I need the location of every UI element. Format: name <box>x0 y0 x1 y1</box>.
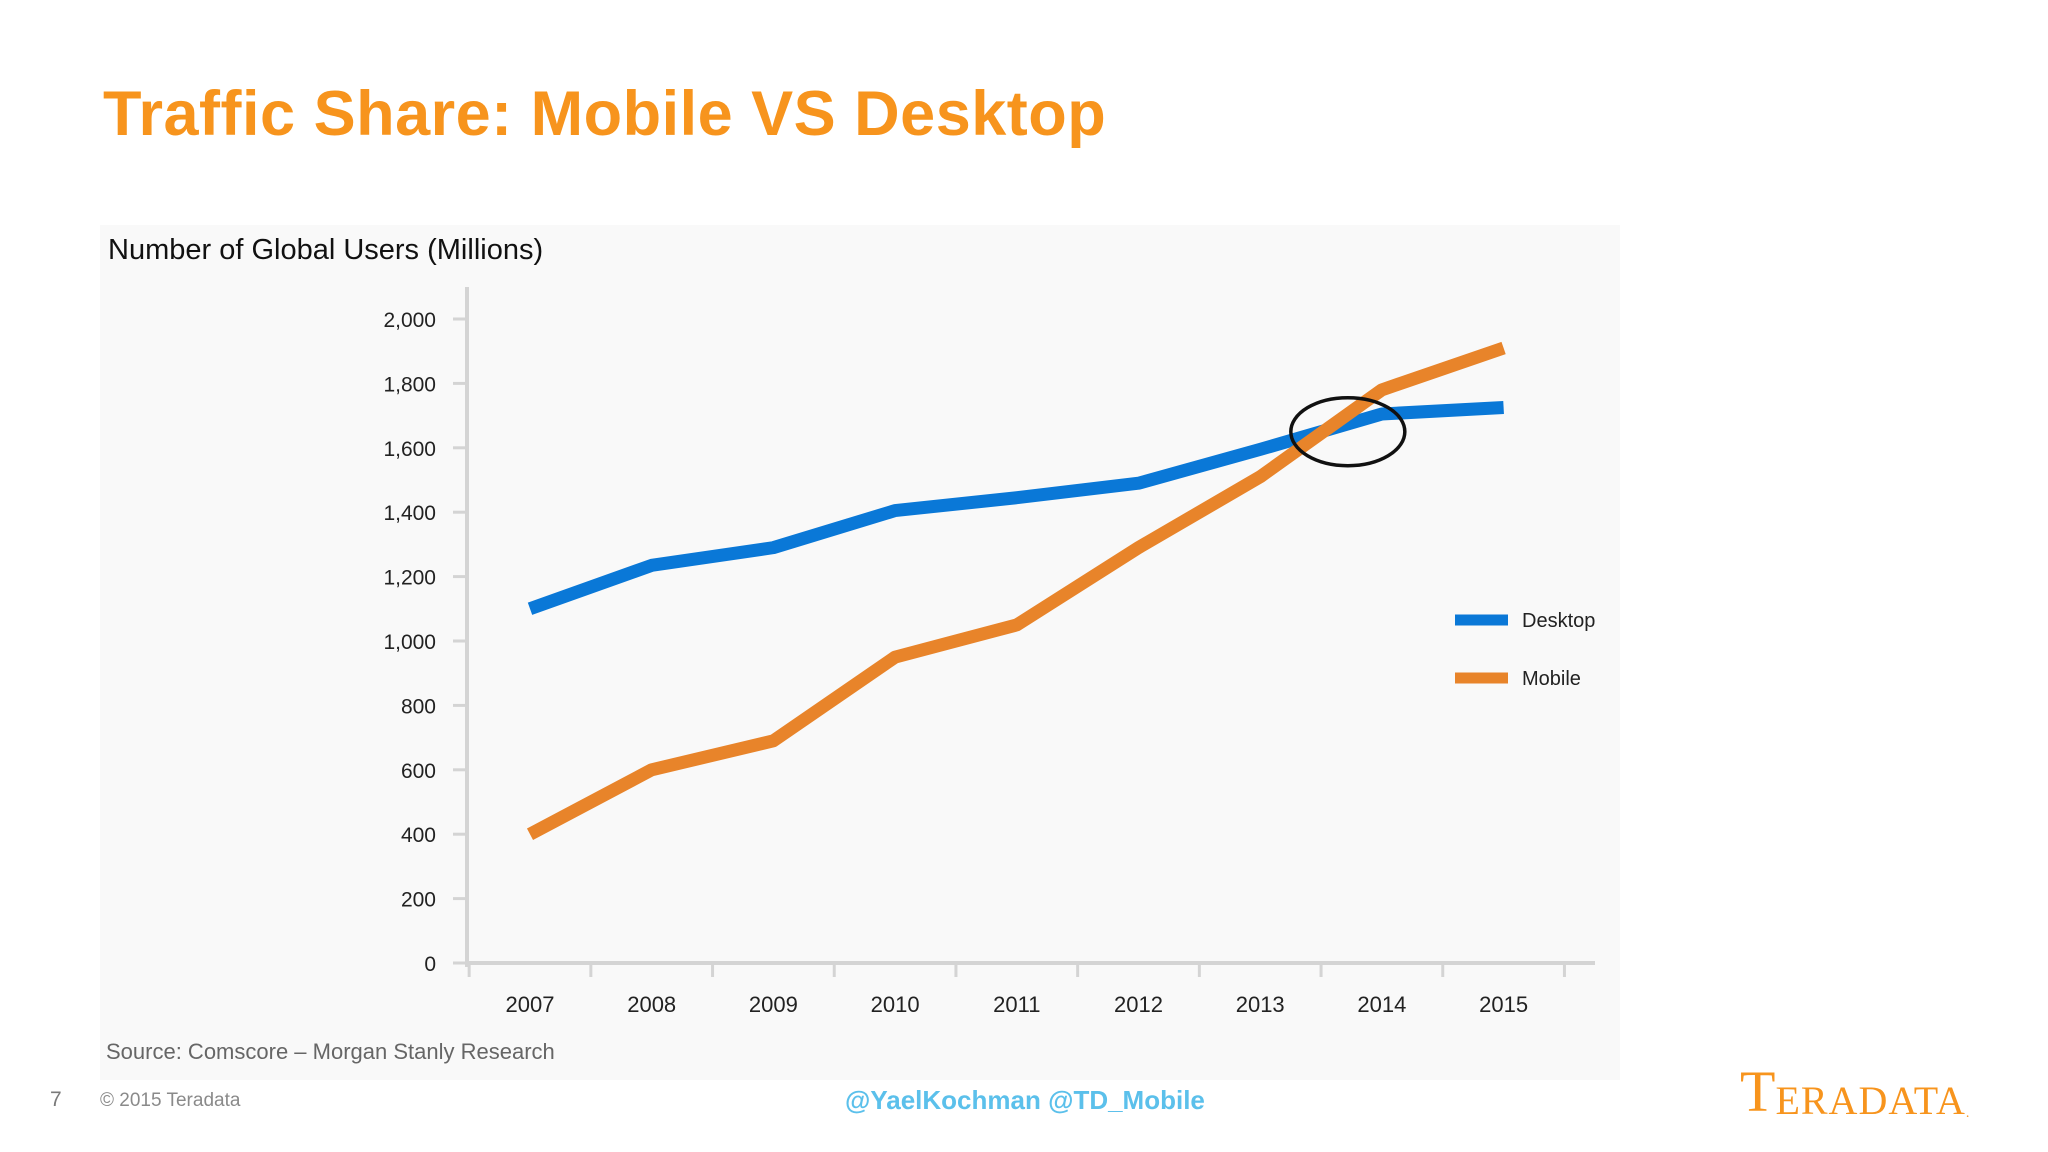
x-tick-label: 2007 <box>506 992 555 1017</box>
x-tick-label: 2014 <box>1357 992 1406 1017</box>
x-tick-label: 2010 <box>871 992 920 1017</box>
x-tick-label: 2011 <box>993 992 1040 1017</box>
logo-initial: T <box>1740 1059 1776 1124</box>
x-tick-label: 2015 <box>1479 992 1528 1017</box>
legend-label-desktop: Desktop <box>1522 610 1595 632</box>
y-tick-label: 1,000 <box>383 631 436 654</box>
chart-panel <box>100 225 1620 1080</box>
x-tick-label: 2012 <box>1114 992 1163 1017</box>
y-tick-label: 400 <box>401 824 436 847</box>
y-tick-label: 200 <box>401 889 436 912</box>
legend-label-mobile: Mobile <box>1522 668 1581 690</box>
x-tick-label: 2013 <box>1236 992 1285 1017</box>
x-tick-label: 2009 <box>749 992 798 1017</box>
y-tick-label: 1,600 <box>383 438 436 461</box>
twitter-handles: @YaelKochman @TD_Mobile <box>845 1085 1205 1115</box>
logo-dot: . <box>1965 1106 1970 1121</box>
x-tick-label: 2008 <box>627 992 676 1017</box>
page-number: 7 <box>50 1088 62 1111</box>
teradata-logo: TERADATA. <box>1740 1063 1969 1121</box>
copyright-text: © 2015 Teradata <box>100 1090 241 1111</box>
y-tick-label: 800 <box>401 695 436 718</box>
chart-title: Number of Global Users (Millions) <box>108 234 544 266</box>
y-tick-label: 2,000 <box>383 309 436 332</box>
crossover-highlight-ellipse <box>1289 395 1407 468</box>
y-tick-label: 1,400 <box>383 502 436 525</box>
series-line-desktop <box>527 401 1504 615</box>
y-tick-label: 600 <box>401 760 436 783</box>
y-tick-label: 1,800 <box>383 373 436 396</box>
y-tick-label: 1,200 <box>383 567 436 590</box>
logo-word: ERADATA <box>1775 1078 1966 1123</box>
slide-title: Traffic Share: Mobile VS Desktop <box>103 79 1107 149</box>
y-tick-label: 0 <box>424 953 436 976</box>
source-note: Source: Comscore – Morgan Stanly Researc… <box>106 1039 555 1064</box>
